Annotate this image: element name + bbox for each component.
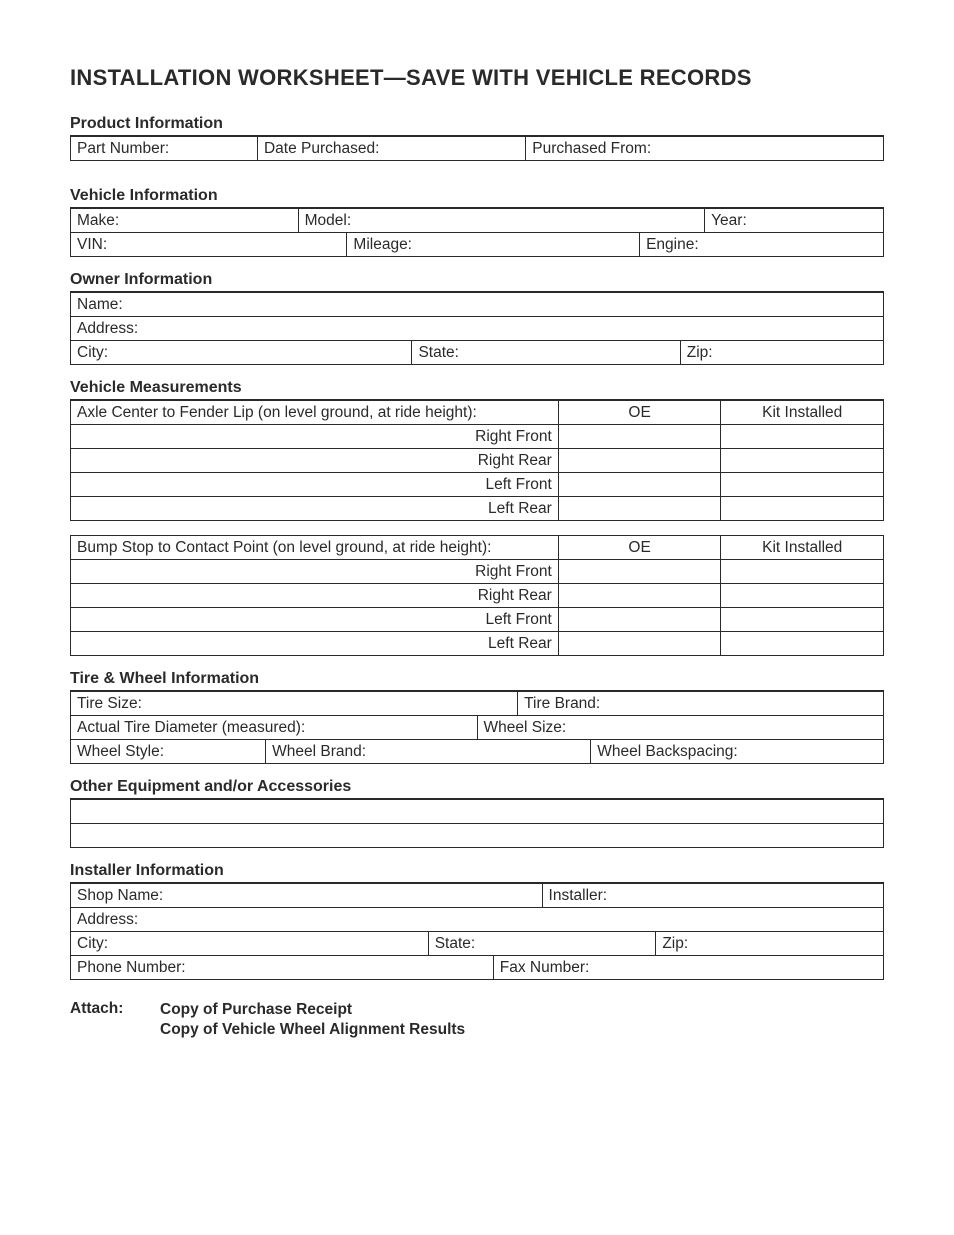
- meas1-lf-oe[interactable]: [558, 473, 721, 497]
- field-date-purchased[interactable]: Date Purchased:: [257, 137, 525, 161]
- field-installer-address[interactable]: Address:: [71, 908, 884, 932]
- section-heading-vehicle: Vehicle Information: [70, 187, 884, 208]
- field-wheel-brand[interactable]: Wheel Brand:: [266, 740, 591, 764]
- meas1-label: Axle Center to Fender Lip (on level grou…: [71, 401, 559, 425]
- meas1-rf-oe[interactable]: [558, 425, 721, 449]
- field-other-1[interactable]: [71, 800, 884, 824]
- meas1-row-rr-label: Right Rear: [71, 449, 559, 473]
- field-tire-brand[interactable]: Tire Brand:: [518, 692, 884, 716]
- section-heading-measurements: Vehicle Measurements: [70, 379, 884, 400]
- meas1-row-lf-label: Left Front: [71, 473, 559, 497]
- field-installer-phone[interactable]: Phone Number:: [71, 956, 494, 980]
- field-engine[interactable]: Engine:: [640, 233, 884, 257]
- attach-items: Copy of Purchase Receipt Copy of Vehicle…: [160, 1000, 465, 1040]
- meas1-lr-kit[interactable]: [721, 497, 884, 521]
- meas2-lr-oe[interactable]: [558, 632, 721, 656]
- meas2-col-kit: Kit Installed: [721, 536, 884, 560]
- product-table: Part Number: Date Purchased: Purchased F…: [70, 136, 884, 161]
- field-tire-size[interactable]: Tire Size:: [71, 692, 518, 716]
- field-owner-state[interactable]: State:: [412, 341, 680, 365]
- meas1-col-kit: Kit Installed: [721, 401, 884, 425]
- meas2-rf-oe[interactable]: [558, 560, 721, 584]
- field-mileage[interactable]: Mileage:: [347, 233, 640, 257]
- field-installer-city[interactable]: City:: [71, 932, 429, 956]
- field-shop-name[interactable]: Shop Name:: [71, 884, 543, 908]
- field-owner-zip[interactable]: Zip:: [680, 341, 883, 365]
- owner-table: Name: Address:: [70, 292, 884, 341]
- meas1-lr-oe[interactable]: [558, 497, 721, 521]
- meas2-rr-oe[interactable]: [558, 584, 721, 608]
- installer-table-row4: Phone Number: Fax Number:: [70, 955, 884, 980]
- attach-item-2: Copy of Vehicle Wheel Alignment Results: [160, 1020, 465, 1040]
- section-heading-product: Product Information: [70, 115, 884, 136]
- meas2-lr-kit[interactable]: [721, 632, 884, 656]
- meas1-row-lr-label: Left Rear: [71, 497, 559, 521]
- measurements-table-2: Bump Stop to Contact Point (on level gro…: [70, 535, 884, 656]
- field-installer-fax[interactable]: Fax Number:: [493, 956, 883, 980]
- section-heading-owner: Owner Information: [70, 271, 884, 292]
- field-vin[interactable]: VIN:: [71, 233, 347, 257]
- other-table: [70, 799, 884, 848]
- field-make[interactable]: Make:: [71, 209, 299, 233]
- field-other-2[interactable]: [71, 824, 884, 848]
- field-wheel-backspacing[interactable]: Wheel Backspacing:: [591, 740, 884, 764]
- meas1-rf-kit[interactable]: [721, 425, 884, 449]
- vehicle-table-row2: VIN: Mileage: Engine:: [70, 232, 884, 257]
- attach-item-1: Copy of Purchase Receipt: [160, 1000, 465, 1020]
- tire-table-row1: Tire Size: Tire Brand:: [70, 691, 884, 716]
- meas2-rf-kit[interactable]: [721, 560, 884, 584]
- tire-table-row2: Actual Tire Diameter (measured): Wheel S…: [70, 715, 884, 740]
- meas2-label: Bump Stop to Contact Point (on level gro…: [71, 536, 559, 560]
- field-installer-state[interactable]: State:: [428, 932, 656, 956]
- vehicle-table-row1: Make: Model: Year:: [70, 208, 884, 233]
- field-purchased-from[interactable]: Purchased From:: [526, 137, 884, 161]
- installer-table-row1: Shop Name: Installer:: [70, 883, 884, 908]
- section-heading-other: Other Equipment and/or Accessories: [70, 778, 884, 799]
- field-model[interactable]: Model:: [298, 209, 705, 233]
- field-owner-address[interactable]: Address:: [71, 317, 884, 341]
- field-owner-city[interactable]: City:: [71, 341, 412, 365]
- attach-block: Attach: Copy of Purchase Receipt Copy of…: [70, 1000, 884, 1040]
- meas2-rr-kit[interactable]: [721, 584, 884, 608]
- field-wheel-style[interactable]: Wheel Style:: [71, 740, 266, 764]
- meas1-rr-kit[interactable]: [721, 449, 884, 473]
- field-tire-diameter[interactable]: Actual Tire Diameter (measured):: [71, 716, 478, 740]
- meas2-row-rf-label: Right Front: [71, 560, 559, 584]
- field-year[interactable]: Year:: [705, 209, 884, 233]
- tire-table-row3: Wheel Style: Wheel Brand: Wheel Backspac…: [70, 739, 884, 764]
- page-title: INSTALLATION WORKSHEET—SAVE WITH VEHICLE…: [70, 65, 884, 91]
- field-installer-zip[interactable]: Zip:: [656, 932, 884, 956]
- section-heading-installer: Installer Information: [70, 862, 884, 883]
- owner-table-row3: City: State: Zip:: [70, 340, 884, 365]
- field-owner-name[interactable]: Name:: [71, 293, 884, 317]
- meas1-rr-oe[interactable]: [558, 449, 721, 473]
- meas2-row-lr-label: Left Rear: [71, 632, 559, 656]
- installer-table-row2: Address:: [70, 907, 884, 932]
- meas2-row-lf-label: Left Front: [71, 608, 559, 632]
- meas2-lf-oe[interactable]: [558, 608, 721, 632]
- attach-label: Attach:: [70, 1000, 160, 1040]
- section-heading-tire: Tire & Wheel Information: [70, 670, 884, 691]
- meas1-row-rf-label: Right Front: [71, 425, 559, 449]
- field-part-number[interactable]: Part Number:: [71, 137, 258, 161]
- field-wheel-size[interactable]: Wheel Size:: [477, 716, 884, 740]
- installer-table-row3: City: State: Zip:: [70, 931, 884, 956]
- meas1-lf-kit[interactable]: [721, 473, 884, 497]
- measurements-table-1: Axle Center to Fender Lip (on level grou…: [70, 400, 884, 521]
- meas2-row-rr-label: Right Rear: [71, 584, 559, 608]
- meas2-lf-kit[interactable]: [721, 608, 884, 632]
- meas2-col-oe: OE: [558, 536, 721, 560]
- meas1-col-oe: OE: [558, 401, 721, 425]
- field-installer[interactable]: Installer:: [542, 884, 883, 908]
